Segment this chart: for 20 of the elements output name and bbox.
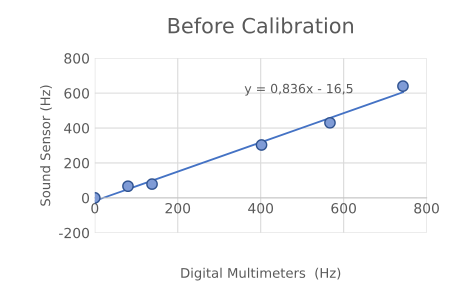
point — [256, 139, 268, 151]
chart-title: Before Calibration — [168, 17, 353, 34]
y-axis-title: Sound Sensor (Hz) — [40, 85, 52, 206]
point — [146, 178, 158, 190]
x-tick-label: 0 — [91, 202, 98, 214]
x-tick-label: 200 — [166, 202, 190, 214]
point — [324, 116, 336, 129]
annotation: y = 0,836x - 16,5 — [244, 84, 353, 96]
y-tick-label: 600 — [64, 88, 90, 99]
x-tick-label: 600 — [331, 202, 356, 214]
y-tick-label: 400 — [64, 123, 90, 134]
x-axis-title: Digital Multimeters (Hz) — [181, 268, 340, 280]
y-tick-label: -200 — [59, 228, 90, 238]
point — [122, 180, 134, 192]
y-tick-label: 800 — [64, 53, 90, 64]
y-tick-label: 0 — [82, 192, 90, 204]
x-tick-label: 400 — [248, 202, 274, 214]
point — [397, 80, 409, 92]
y-tick-label: 200 — [64, 158, 90, 168]
x-tick-label: 800 — [414, 202, 439, 214]
